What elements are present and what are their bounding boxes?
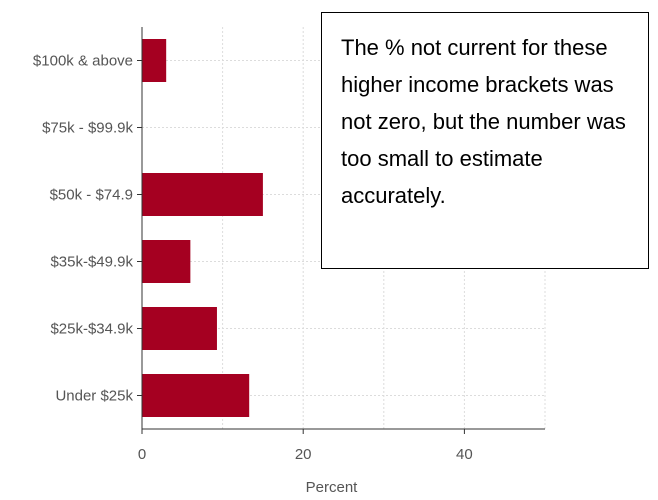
annotation-text: The % not current for these higher incom… bbox=[341, 35, 626, 208]
y-tick-label: $35k-$49.9k bbox=[50, 254, 133, 271]
x-tick-label: 40 bbox=[456, 446, 473, 463]
bar bbox=[142, 173, 263, 216]
bar bbox=[142, 374, 250, 417]
annotation-box: The % not current for these higher incom… bbox=[321, 12, 649, 269]
y-tick-label: $25k-$34.9k bbox=[50, 321, 133, 338]
bar bbox=[142, 39, 167, 82]
y-tick-label: $75k - $99.9k bbox=[42, 120, 133, 137]
bar bbox=[142, 240, 191, 283]
x-axis-title: Percent bbox=[306, 479, 359, 496]
bar bbox=[142, 307, 217, 350]
y-tick-label: $100k & above bbox=[33, 53, 133, 70]
y-tick-label: $50k - $74.9 bbox=[50, 187, 133, 204]
x-tick-label: 0 bbox=[138, 446, 146, 463]
y-tick-label: Under $25k bbox=[55, 388, 133, 405]
x-tick-label: 20 bbox=[295, 446, 312, 463]
